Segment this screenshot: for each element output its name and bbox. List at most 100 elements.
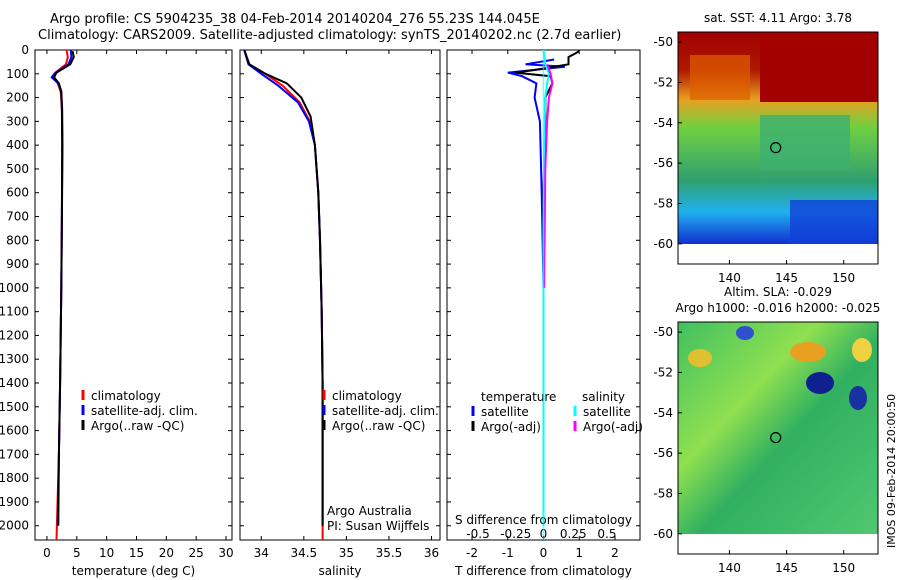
map-y-tick-label: -52 — [653, 365, 673, 379]
y-tick-label: 800 — [6, 233, 29, 247]
series-line — [52, 51, 75, 526]
sla-high-3 — [852, 338, 872, 362]
y-tick-label: 200 — [6, 91, 29, 105]
y-tick-label: 0 — [21, 43, 29, 57]
map-frame — [677, 31, 879, 265]
profile-location-marker — [770, 141, 782, 154]
side-stamp: IMOS 09-Feb-2014 20:00:50 — [885, 393, 898, 548]
plot-frame — [34, 49, 233, 541]
x-tick-label: 0 — [540, 546, 548, 560]
sla-high-2 — [688, 349, 712, 367]
legend-label: satellite-adj. clim. — [332, 404, 439, 418]
map-title: Altim. SLA: -0.029 — [724, 285, 832, 299]
figure-title-line1: Argo profile: CS 5904235_38 04-Feb-2014 … — [50, 12, 540, 27]
y-tick-label: 1800 — [0, 471, 29, 485]
x-tick-label: 34 — [254, 546, 269, 560]
legend-label: Argo(-adj) — [481, 420, 541, 434]
map-y-tick-label: -52 — [653, 75, 673, 89]
annotation-text: Argo Australia — [327, 504, 412, 518]
x-tick-label: 20 — [159, 546, 174, 560]
temperature-panel: 0 5 10 15 20 25 30 temperature (deg C) 0 100 200 30… — [0, 43, 234, 578]
sst-cold — [790, 200, 878, 244]
y-tick-label: 1300 — [0, 352, 29, 366]
map-y-tick-label: -54 — [653, 116, 673, 130]
legend-label: satellite — [583, 405, 631, 419]
salinity-panel: 34 34.5 35 35.5 36 salinity climatologysatelli… — [239, 49, 441, 578]
figure-title-line2: Climatology: CARS2009. Satellite-adjuste… — [38, 28, 622, 43]
y-tick-label: 700 — [6, 210, 29, 224]
map-land-blank — [678, 534, 878, 554]
x2-tick-label: 0.25 — [560, 527, 587, 541]
map-y-tick-label: -58 — [653, 196, 673, 210]
y-tick-label: 2000 — [0, 519, 29, 533]
legend-label: Argo(..raw -QC) — [91, 419, 184, 433]
legend-label: Argo(-adj) — [583, 420, 643, 434]
y-tick-label: 1200 — [0, 328, 29, 342]
y-tick-label: 1900 — [0, 495, 29, 509]
y-tick-label: 400 — [6, 138, 29, 152]
x-tick-label: 34.5 — [290, 546, 317, 560]
legend-label: climatology — [332, 389, 402, 403]
x-axis-label: temperature (deg C) — [72, 564, 195, 578]
x2-tick-label: -0.25 — [500, 527, 531, 541]
legend-label: satellite — [481, 405, 529, 419]
series-line — [507, 58, 566, 526]
sst-map — [678, 32, 878, 244]
map-x-tick-label: 145 — [775, 561, 798, 575]
y-tick-label: 300 — [6, 114, 29, 128]
y-tick-label: 500 — [6, 162, 29, 176]
difference-panel: -2 -1 0 1 2 T difference from climatology temp… — [446, 49, 643, 578]
map-x-tick-label: 140 — [718, 271, 741, 285]
map-y-tick-label: -50 — [653, 325, 673, 339]
sst-map-axes: -50 -52 -54 -56 -58 -60 140 145 150 sat. SST: 4.1… — [653, 11, 879, 285]
y-tick-label: 600 — [6, 186, 29, 200]
sst-front — [690, 55, 750, 100]
x-tick-label: 35 — [339, 546, 354, 560]
map-y-tick-label: -60 — [653, 237, 673, 251]
sla-high-1 — [790, 342, 826, 362]
sla-map — [678, 322, 878, 534]
x-tick-label: 25 — [189, 546, 204, 560]
legend-title-salinity: salinity — [582, 390, 625, 404]
map-x-tick-label: 150 — [832, 271, 855, 285]
x-tick-label: 10 — [99, 546, 114, 560]
y-tick-label: 1400 — [0, 376, 29, 390]
sla-low-1 — [806, 372, 834, 394]
y-tick-label: 1600 — [0, 424, 29, 438]
x-tick-label: -2 — [466, 546, 478, 560]
x-tick-label: -1 — [502, 546, 514, 560]
legend-label: Argo(..raw -QC) — [332, 419, 425, 433]
map-title: sat. SST: 4.11 Argo: 3.78 — [704, 11, 852, 25]
map-x-tick-label: 145 — [775, 271, 798, 285]
x-tick-label: 0 — [43, 546, 51, 560]
x-axis-label: salinity — [318, 564, 361, 578]
series-line — [543, 63, 554, 288]
map-land-blank — [678, 244, 878, 264]
map-y-tick-label: -56 — [653, 156, 673, 170]
map-y-tick-label: -54 — [653, 406, 673, 420]
x-tick-label: 2 — [611, 546, 619, 560]
annotation-text: PI: Susan Wijffels — [327, 519, 429, 533]
map-y-tick-label: -50 — [653, 35, 673, 49]
profile-location-marker — [770, 431, 782, 444]
legend-label: satellite-adj. clim. — [91, 404, 198, 418]
map-x-tick-label: 140 — [718, 561, 741, 575]
plot-frame — [239, 49, 441, 541]
x2-tick-label: 0.5 — [597, 527, 616, 541]
y-tick-label: 1100 — [0, 305, 29, 319]
x-tick-label: 36 — [424, 546, 439, 560]
y-tick-label: 1500 — [0, 400, 29, 414]
map-subtitle: Argo h1000: -0.016 h2000: -0.025 — [676, 301, 881, 315]
map-y-tick-label: -58 — [653, 486, 673, 500]
map-frame — [677, 321, 879, 555]
y-tick-label: 1700 — [0, 447, 29, 461]
sla-low-2 — [849, 386, 867, 410]
map-y-tick-label: -60 — [653, 527, 673, 541]
x-axis-label: T difference from climatology — [454, 564, 632, 578]
legend-label: climatology — [91, 389, 161, 403]
x-tick-label: 5 — [73, 546, 81, 560]
x-tick-label: 35.5 — [376, 546, 403, 560]
legend-title-temperature: temperature — [481, 390, 556, 404]
y-tick-label: 900 — [6, 257, 29, 271]
